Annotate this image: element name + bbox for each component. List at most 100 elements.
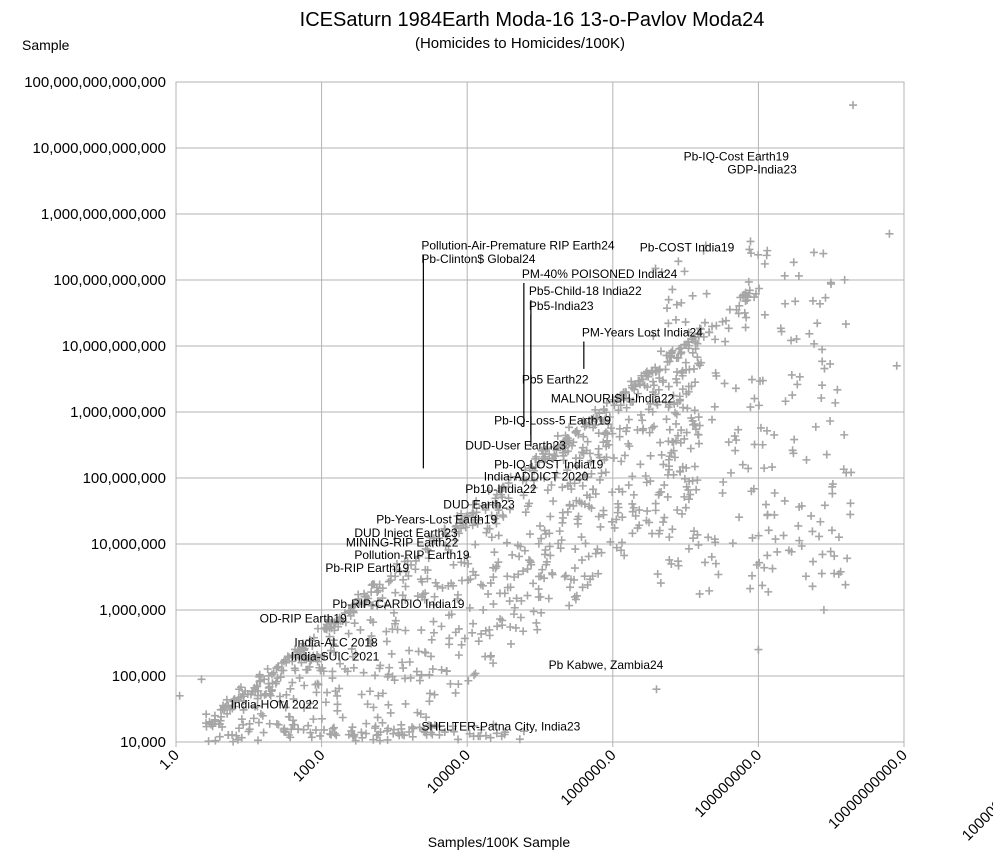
data-point <box>309 715 318 724</box>
data-point <box>784 546 793 555</box>
data-point <box>578 448 587 457</box>
data-point <box>275 692 284 701</box>
data-point <box>516 542 525 551</box>
data-point <box>401 626 410 635</box>
data-point <box>688 348 697 357</box>
data-point <box>760 464 769 473</box>
annotation-label: Pb5-India23 <box>529 299 594 313</box>
data-point <box>511 623 520 632</box>
data-point <box>596 522 605 531</box>
data-point <box>754 645 763 654</box>
data-point <box>680 434 689 443</box>
data-point <box>453 594 462 603</box>
data-point <box>401 699 410 708</box>
data-point <box>678 371 687 380</box>
data-point <box>686 490 695 499</box>
data-point <box>374 730 383 739</box>
data-point <box>764 587 773 596</box>
data-point <box>272 664 281 673</box>
data-point <box>659 460 668 469</box>
data-point <box>384 700 393 709</box>
data-point <box>346 606 355 615</box>
data-point <box>702 289 711 298</box>
data-point <box>504 479 513 488</box>
data-point <box>691 338 700 347</box>
data-point <box>515 735 524 744</box>
data-point <box>594 429 603 438</box>
data-point <box>383 735 392 744</box>
data-point <box>711 559 720 568</box>
data-point <box>399 664 408 673</box>
data-point <box>595 409 604 418</box>
data-point <box>387 649 396 658</box>
data-point <box>496 615 505 624</box>
data-point <box>649 377 658 386</box>
data-point <box>484 500 493 509</box>
data-point <box>591 489 600 498</box>
data-point <box>636 460 645 469</box>
data-point <box>468 628 477 637</box>
data-point <box>232 731 241 740</box>
x-tick-label: 1000000000000.0 <box>959 747 993 845</box>
data-point <box>463 553 472 562</box>
data-point <box>708 415 717 424</box>
data-point <box>537 608 546 617</box>
data-point <box>849 101 858 110</box>
data-point <box>818 550 827 559</box>
data-point <box>834 533 843 542</box>
data-point <box>642 367 651 376</box>
data-point <box>813 319 822 328</box>
data-point <box>481 626 490 635</box>
data-point <box>355 598 364 607</box>
data-point <box>646 477 655 486</box>
data-point <box>460 634 469 643</box>
data-point <box>573 519 582 528</box>
data-point <box>348 723 357 732</box>
data-point <box>735 513 744 522</box>
data-point <box>629 397 638 406</box>
data-point <box>569 438 578 447</box>
data-point <box>664 465 673 474</box>
data-point <box>653 400 662 409</box>
data-point <box>677 426 686 435</box>
data-point <box>202 710 211 719</box>
data-point <box>651 499 660 508</box>
data-point <box>655 488 664 497</box>
data-point <box>374 691 383 700</box>
data-point <box>457 515 466 524</box>
data-point <box>628 507 637 516</box>
y-tick-label: 1,000,000 <box>99 602 166 619</box>
data-point <box>529 476 538 485</box>
data-point <box>646 399 655 408</box>
data-point <box>408 723 417 732</box>
data-point <box>744 277 753 286</box>
data-point <box>312 688 321 697</box>
data-point <box>710 402 719 411</box>
annotation-label: Pollution-Air-Premature RIP Earth24 <box>421 239 615 253</box>
data-point <box>338 616 347 625</box>
data-point <box>540 550 549 559</box>
data-point <box>731 446 740 455</box>
data-point <box>419 590 428 599</box>
data-point <box>449 727 458 736</box>
data-point <box>818 357 827 366</box>
data-point <box>545 450 554 459</box>
data-point <box>665 357 674 366</box>
data-point <box>541 445 550 454</box>
data-point <box>685 365 694 374</box>
data-point <box>330 729 339 738</box>
data-point <box>629 503 638 512</box>
data-point <box>581 539 590 548</box>
data-point <box>363 700 372 709</box>
data-point <box>653 570 662 579</box>
data-point <box>490 548 499 557</box>
data-point <box>237 733 246 742</box>
annotation-leaders <box>422 254 585 469</box>
data-point <box>534 539 543 548</box>
data-point <box>534 585 543 594</box>
data-point <box>479 605 488 614</box>
data-point <box>373 588 382 597</box>
data-point <box>795 502 804 511</box>
data-point <box>770 510 779 519</box>
